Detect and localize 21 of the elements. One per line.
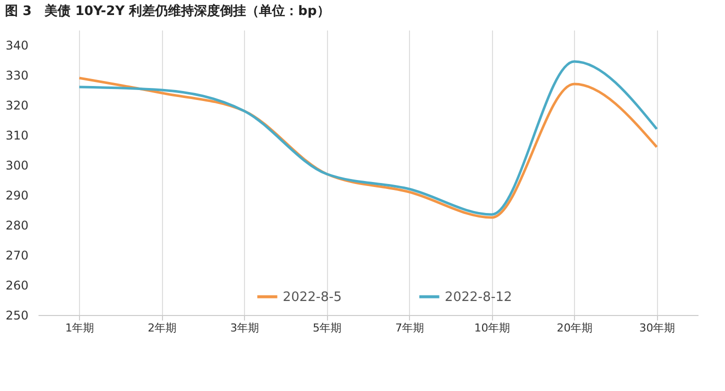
- y-tick-label: 320: [6, 98, 28, 112]
- x-tick-label: 30年期: [639, 322, 676, 334]
- y-tick-label: 260: [6, 278, 28, 292]
- y-tick-label: 330: [6, 68, 28, 82]
- y-tick-label: 270: [6, 248, 28, 262]
- y-tick-label: 250: [6, 308, 28, 322]
- y-tick-label: 310: [6, 128, 28, 142]
- y-tick-label: 290: [6, 188, 28, 202]
- y-tick-label: 340: [6, 38, 28, 52]
- x-tick-label: 1年期: [65, 322, 94, 334]
- x-tick-label: 5年期: [312, 322, 342, 334]
- x-tick-label: 10年期: [474, 322, 510, 334]
- chart-title: 图 3 美债 10Y-2Y 利差仍维持深度倒挂（单位：bp）: [5, 3, 330, 19]
- y-tick-label: 300: [6, 158, 28, 172]
- x-tick-label: 20年期: [556, 322, 593, 334]
- y-tick-label: 280: [6, 218, 28, 232]
- legend-label: 2022-8-12: [444, 290, 512, 305]
- x-tick-label: 7年期: [395, 322, 424, 334]
- x-tick-label: 2年期: [148, 322, 177, 334]
- x-tick-label: 3年期: [230, 322, 260, 334]
- legend-label: 2022-8-5: [282, 290, 342, 305]
